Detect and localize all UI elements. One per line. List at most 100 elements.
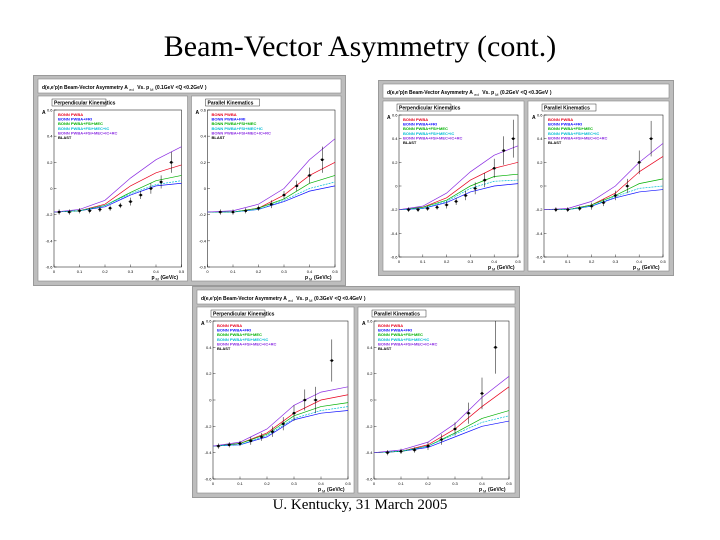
panel-background xyxy=(191,95,342,282)
figure-header-box xyxy=(37,78,342,94)
data-point xyxy=(218,210,222,214)
figure-header-vs: Vs. p xyxy=(137,85,149,91)
figure-header-box xyxy=(196,289,516,305)
x-tick-label: 0.3 xyxy=(128,269,134,274)
data-point xyxy=(426,444,430,448)
series-line xyxy=(212,406,349,447)
y-tick-label: 0.2 xyxy=(200,160,206,165)
x-tick-label: 0.3 xyxy=(291,481,297,486)
series-line xyxy=(398,145,519,211)
data-point xyxy=(159,180,163,184)
y-tick-label: 0.2 xyxy=(47,160,53,165)
data-point xyxy=(416,208,420,211)
legend-entry: BONN PWBA xyxy=(212,112,237,117)
x-axis-label-sub: M xyxy=(637,267,640,272)
x-tick-label: 0.4 xyxy=(307,269,313,274)
panel-background xyxy=(357,306,516,494)
slide-title: Beam-Vector Asymmetry (cont.) xyxy=(163,30,557,63)
y-tick-label: 0.6 xyxy=(392,113,398,118)
legend-entry: BONN PWBA+FSI+MEC+IC+RC xyxy=(403,135,462,140)
data-point xyxy=(292,411,296,415)
figure-header-sub2: M xyxy=(309,298,312,303)
data-point xyxy=(649,137,653,140)
legend-entry: BONN PWBA+FRI xyxy=(58,117,92,122)
x-tick-label: 0.2 xyxy=(264,481,270,486)
x-axis-label: p xyxy=(318,487,321,493)
legend-entry: BLAST xyxy=(212,135,226,140)
series-line xyxy=(543,143,664,211)
legend-entry: BLAST xyxy=(403,140,417,145)
data-point xyxy=(492,166,496,170)
figure-header-range2: <Q xyxy=(175,85,182,91)
y-tick-label: 0.4 xyxy=(392,136,398,141)
y-tick-label: 0 xyxy=(50,186,53,191)
data-point xyxy=(108,206,112,210)
panel-label: Parallel Kinematics xyxy=(374,312,420,318)
x-axis-unit: (GeV/c) xyxy=(327,487,345,493)
figure-header-sub: ed xyxy=(288,298,292,303)
data-point xyxy=(626,184,629,188)
legend-entry: BONN PWBA+FRI xyxy=(217,328,251,333)
data-point xyxy=(578,207,581,210)
y-tick-label: 0.6 xyxy=(367,319,373,324)
y-tick-label: 0.2 xyxy=(206,371,212,376)
data-point xyxy=(330,359,334,362)
y-tick-label: 0.4 xyxy=(47,134,53,139)
x-tick-label: 0.3 xyxy=(468,259,474,264)
panel-parallel: Parallel Kinematics -0.6 -0.4 -0.2 0 0.2 0.4 0.… xyxy=(527,100,670,272)
x-tick-label: 0.5 xyxy=(515,259,521,264)
legend-entry: BONN PWBA xyxy=(403,117,428,122)
data-point xyxy=(590,204,593,208)
y-tick-label: 0.4 xyxy=(367,345,373,350)
legend-entry: BLAST xyxy=(548,140,562,145)
x-tick-label: 0.4 xyxy=(153,269,159,274)
x-tick-label: 0.4 xyxy=(636,259,642,264)
y-tick-label: -0.6 xyxy=(46,265,54,270)
y-tick-label: 0 xyxy=(395,184,398,189)
y-tick-label: 0 xyxy=(209,398,212,403)
y-axis-label: A xyxy=(387,115,391,121)
data-point xyxy=(467,411,470,415)
data-point xyxy=(68,210,71,214)
data-point xyxy=(426,207,429,210)
figure-header-range: (0.3GeV xyxy=(314,296,333,302)
y-tick-label: -0.6 xyxy=(366,477,374,482)
legend-entry: BONN PWBA+FRI xyxy=(548,122,582,127)
data-point xyxy=(602,201,605,204)
legend-entry: BONN PWBA+FRI xyxy=(403,122,437,127)
panel-label-box xyxy=(541,103,597,112)
legend-entry: BONN PWBA+FSI+MEC+IC xyxy=(58,126,109,131)
x-tick-label: 0 xyxy=(543,259,546,264)
legend-entry: BONN PWBA+FSI+MEC+IC+RC xyxy=(548,135,607,140)
data-point xyxy=(614,194,617,197)
figure-header-text: d(e,e'p)n Beam-Vector Asymmetry A xyxy=(387,90,473,96)
legend-entry: BLAST xyxy=(58,135,72,140)
y-tick-label: 0.4 xyxy=(200,134,206,139)
data-point xyxy=(445,203,448,207)
panel-label-box xyxy=(210,309,266,318)
x-tick-label: 0.5 xyxy=(179,269,185,274)
x-axis-label-sub: M xyxy=(492,267,495,272)
x-axis-label-sub: M xyxy=(156,277,159,282)
data-point xyxy=(88,209,91,213)
legend-entry: BONN PWBA+FSI+MEC+IC xyxy=(548,131,599,136)
figure-header-vs: Vs. p xyxy=(296,296,308,302)
legend-entry: BONN PWBA+FSI+MEC+IC xyxy=(217,337,268,342)
series-line xyxy=(207,138,336,213)
legend-entry: BONN PWBA+FSI+MEC+IC+RC xyxy=(217,341,276,346)
x-axis-unit: (GeV/c) xyxy=(161,275,179,281)
x-tick-label: 0.2 xyxy=(102,269,108,274)
y-tick-label: 0.2 xyxy=(392,160,398,165)
panel-perpendicular: Perpendicular Kinematics -0.6 -0.4 -0.2 0 0.2… xyxy=(382,100,525,272)
data-point xyxy=(271,430,274,433)
data-point xyxy=(554,208,558,211)
y-tick-label: 0 xyxy=(370,398,373,403)
series-line xyxy=(398,173,519,211)
y-tick-label: -0.2 xyxy=(366,424,374,429)
x-tick-label: 0.2 xyxy=(589,259,595,264)
figure-header-range2: <Q xyxy=(334,296,341,302)
